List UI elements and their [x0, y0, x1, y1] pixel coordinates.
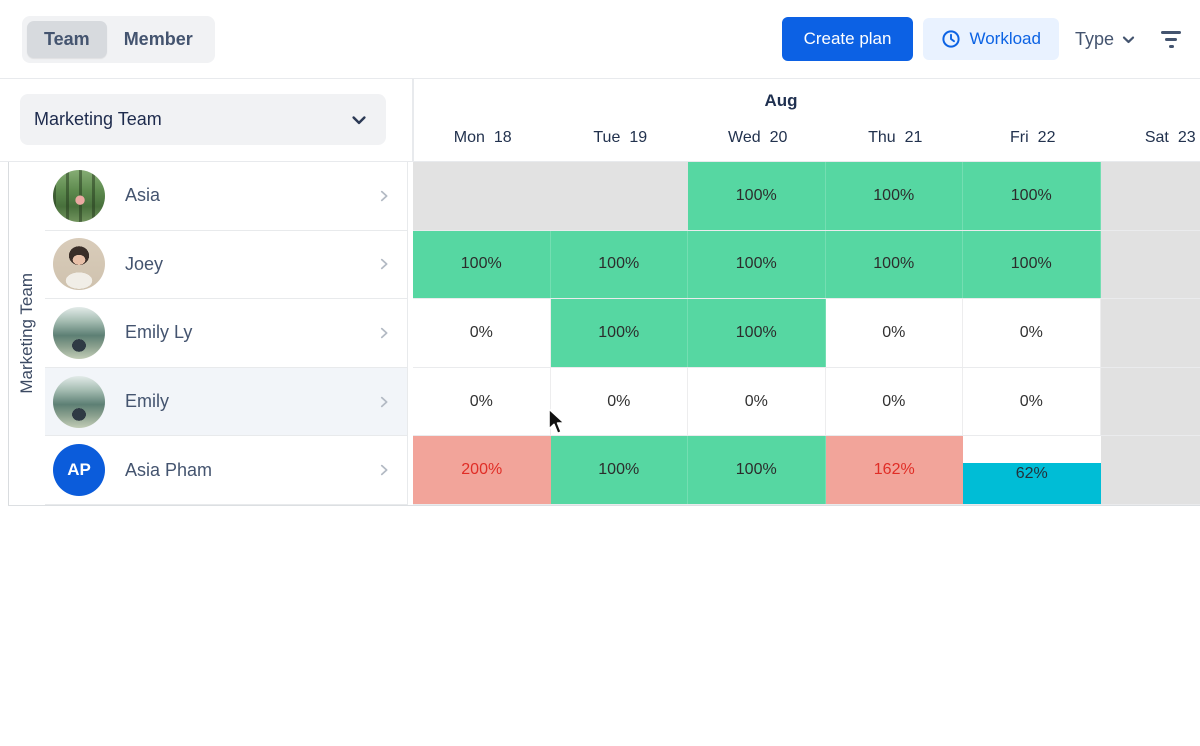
team-group-label: Marketing Team — [17, 273, 36, 394]
member-name: Emily — [125, 391, 169, 412]
workload-cell-weekend[interactable] — [1100, 162, 1200, 230]
member-name: Emily Ly — [125, 322, 193, 343]
view-toggle: Team Member — [22, 15, 215, 63]
workload-grid: 100% 100% 100% 100% 100% 100% 100% 100% … — [413, 162, 1200, 505]
toggle-team-button[interactable]: Team — [27, 20, 107, 58]
workload-cell[interactable]: 0% — [963, 299, 1101, 367]
workload-cell[interactable] — [550, 162, 688, 230]
type-dropdown-label: Type — [1074, 28, 1114, 49]
workload-row-emily: 0% 0% 0% 0% 0% — [413, 367, 1200, 437]
top-toolbar: Team Member Create plan Workload Type — [0, 0, 1200, 79]
toolbar-actions: Create plan Workload Type — [781, 17, 1186, 61]
toggle-member-button[interactable]: Member — [107, 21, 210, 58]
workload-cell[interactable]: 100% — [688, 436, 826, 504]
chevron-down-icon — [1121, 32, 1136, 47]
workload-cell[interactable]: 100% — [963, 162, 1101, 230]
day-header-wed: Wed 20 — [728, 129, 788, 146]
workload-cell[interactable]: 100% — [413, 230, 551, 299]
member-row-asia[interactable]: Asia — [45, 162, 407, 231]
workload-cell[interactable]: 0% — [825, 299, 963, 367]
partial-fill-bar: 62% — [963, 463, 1101, 504]
workload-cell[interactable]: 100% — [550, 230, 688, 299]
workload-cell[interactable]: 100% — [550, 436, 688, 504]
team-panel-header: Marketing Team — [0, 79, 413, 162]
team-selector-value: Marketing Team — [34, 109, 162, 129]
month-label: Aug — [764, 91, 798, 110]
day-header-mon: Mon 18 — [453, 129, 512, 146]
workload-cell[interactable]: 0% — [688, 367, 826, 436]
member-row-emily[interactable]: Emily — [45, 367, 407, 437]
team-selector-dropdown[interactable]: Marketing Team — [20, 94, 386, 145]
workload-cell-overallocated[interactable]: 200% — [413, 436, 551, 504]
chevron-right-icon — [377, 463, 391, 477]
workload-row-asia: 100% 100% 100% — [413, 162, 1200, 231]
chevron-right-icon — [377, 257, 391, 271]
day-headers: Mon 18 Tue 19 Wed 20 Thu 21 Fri 22 Sat 23 — [414, 129, 1200, 147]
workload-cell[interactable]: 100% — [963, 230, 1101, 299]
team-group-band: Marketing Team — [8, 162, 45, 505]
workload-cell[interactable]: 0% — [550, 367, 688, 436]
filter-icon[interactable] — [1156, 24, 1186, 54]
avatar — [53, 169, 105, 222]
workload-button-label: Workload — [969, 29, 1041, 48]
workload-cell-partial[interactable]: 62% — [963, 436, 1101, 504]
workload-cell-weekend[interactable] — [1100, 367, 1200, 436]
create-plan-button[interactable]: Create plan — [781, 17, 914, 61]
workload-cell[interactable]: 0% — [963, 367, 1101, 436]
avatar — [53, 375, 105, 428]
workload-cell-weekend[interactable] — [1100, 436, 1200, 504]
workload-cell[interactable]: 0% — [413, 299, 551, 367]
calendar-header: Aug Mon 18 Tue 19 Wed 20 Thu 21 Fri 22 Sat 23 — [413, 79, 1200, 162]
avatar — [53, 238, 105, 291]
type-dropdown[interactable]: Type — [1075, 29, 1136, 50]
day-header-sat: Sat 23 — [1144, 129, 1196, 146]
avatar: AP — [53, 444, 105, 497]
workload-cell[interactable]: 100% — [825, 230, 963, 299]
workload-cell[interactable]: 100% — [688, 299, 826, 367]
workload-cell[interactable]: 100% — [825, 162, 963, 230]
member-row-asia-pham[interactable]: AP Asia Pham — [45, 436, 407, 505]
workload-row-asia-pham: 200% 100% 100% 162% 62% — [413, 436, 1200, 505]
workload-cell[interactable] — [413, 162, 551, 230]
workload-cell[interactable]: 0% — [825, 367, 963, 436]
chevron-down-icon — [350, 111, 368, 129]
grid-bottom-divider — [8, 505, 1200, 506]
workload-cell-overallocated[interactable]: 162% — [825, 436, 963, 504]
day-header-tue: Tue 19 — [593, 129, 648, 146]
day-header-thu: Thu 21 — [868, 129, 923, 146]
member-list: Asia Joey Emily Ly Emily AP Asia Pham — [45, 162, 408, 505]
member-row-joey[interactable]: Joey — [45, 230, 407, 300]
member-name: Asia Pham — [125, 459, 213, 480]
chevron-right-icon — [377, 395, 391, 409]
workload-row-joey: 100% 100% 100% 100% 100% — [413, 230, 1200, 300]
workload-cell[interactable]: 100% — [550, 299, 688, 367]
workload-cell[interactable]: 100% — [688, 162, 826, 230]
chevron-right-icon — [377, 189, 391, 203]
workload-cell-weekend[interactable] — [1100, 299, 1200, 367]
member-name: Asia — [125, 185, 161, 206]
workload-row-emily-ly: 0% 100% 100% 0% 0% — [413, 299, 1200, 368]
member-row-emily-ly[interactable]: Emily Ly — [45, 299, 407, 368]
avatar — [53, 306, 105, 359]
clock-icon — [941, 29, 961, 49]
workload-cell-weekend[interactable] — [1100, 230, 1200, 299]
chevron-right-icon — [377, 326, 391, 340]
day-header-fri: Fri 22 — [1010, 129, 1056, 146]
workload-cell[interactable]: 100% — [688, 230, 826, 299]
workload-button[interactable]: Workload — [923, 18, 1059, 60]
member-name: Joey — [125, 253, 164, 274]
workload-cell[interactable]: 0% — [413, 367, 551, 436]
